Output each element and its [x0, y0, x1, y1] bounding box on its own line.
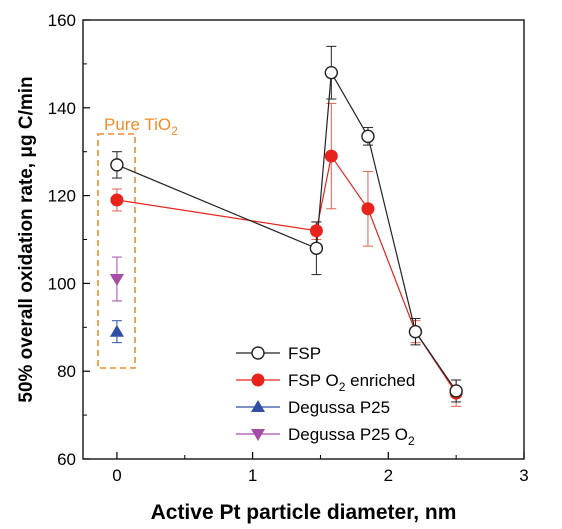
data-point — [309, 224, 323, 238]
legend-label: Degussa P25 — [288, 398, 390, 417]
y-axis-label: 50% overall oxidation rate, μg C/min — [16, 76, 37, 402]
x-tick-label: 2 — [384, 466, 393, 485]
y-tick-label: 160 — [48, 11, 76, 30]
series-line — [116, 154, 457, 394]
data-point — [110, 193, 124, 207]
y-tick-label: 80 — [57, 362, 76, 381]
x-tick-label: 3 — [519, 466, 528, 485]
series-3-markers — [109, 274, 124, 287]
series-0-markers — [110, 65, 463, 398]
legend-marker — [251, 400, 265, 412]
axes: 60 80 100 120 140 160 0 1 2 3 Active Pt particle d… — [16, 11, 529, 524]
x-tick-label: 0 — [112, 466, 121, 485]
data-point — [361, 202, 375, 216]
data-point — [110, 158, 124, 172]
legend-label: FSP O2 enriched — [288, 371, 415, 394]
legend-marker — [251, 373, 265, 387]
series-1-markers — [110, 149, 463, 400]
series-1 — [111, 102, 462, 407]
legend-marker — [251, 346, 265, 360]
y-tick-label: 140 — [48, 99, 76, 118]
x-tick-label: 1 — [248, 466, 257, 485]
x-axis-label: Active Pt particle diameter, nm — [151, 501, 457, 524]
legend: FSP FSP O2 enriched Degussa P25 Degussa P25… — [236, 344, 415, 448]
series-0 — [111, 45, 462, 403]
data-point — [408, 324, 423, 339]
data-point — [361, 129, 375, 144]
series-line — [116, 70, 457, 392]
data-point — [324, 149, 338, 163]
y-tick-label: 120 — [48, 187, 76, 206]
series-layer — [109, 45, 463, 407]
pure-tio2-label: Pure TiO2 — [104, 115, 178, 138]
data-point — [324, 65, 339, 80]
pure-tio2-box — [97, 133, 136, 369]
data-point — [109, 274, 124, 287]
data-point — [449, 384, 463, 398]
annotation: Pure TiO2 — [97, 115, 178, 369]
y-tick-label: 100 — [48, 274, 76, 293]
legend-label: Degussa P25 O2 — [288, 425, 415, 448]
data-point — [109, 324, 124, 337]
legend-label: FSP — [288, 344, 321, 363]
series-2-markers — [109, 324, 124, 337]
y-tick-label: 60 — [57, 450, 76, 469]
legend-marker — [251, 429, 265, 441]
data-point — [309, 241, 324, 255]
